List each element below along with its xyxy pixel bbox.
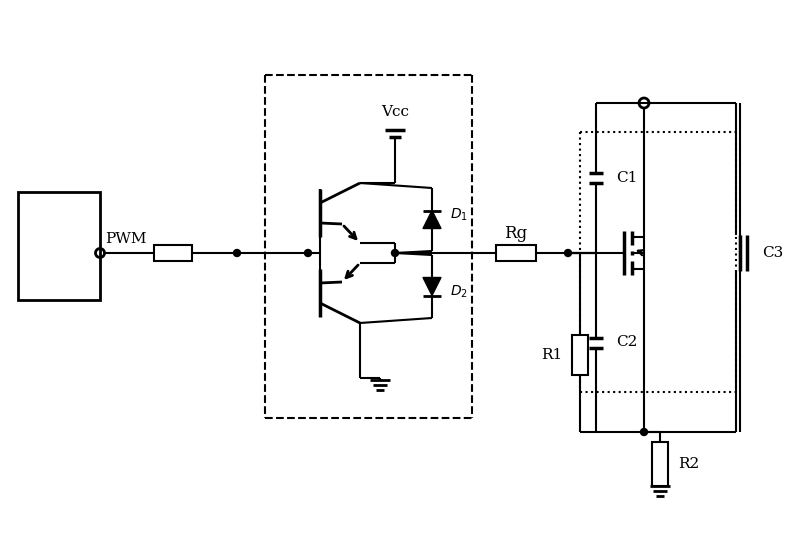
Text: IC: IC — [46, 235, 71, 257]
Bar — [495, 245, 536, 261]
Circle shape — [233, 250, 240, 257]
Text: PWM: PWM — [105, 232, 147, 246]
Bar — [154, 245, 192, 261]
Bar — [419, 500, 803, 551]
Circle shape — [640, 429, 646, 435]
Text: Vcc: Vcc — [381, 105, 409, 119]
Text: R2: R2 — [677, 457, 699, 471]
Text: C3: C3 — [761, 246, 782, 260]
Text: $D_2$: $D_2$ — [450, 283, 467, 300]
Text: C1: C1 — [615, 171, 637, 185]
Circle shape — [564, 250, 571, 257]
Text: $D_1$: $D_1$ — [450, 206, 467, 223]
Circle shape — [304, 250, 311, 257]
Text: Rg: Rg — [503, 224, 527, 241]
Bar — [18, 192, 100, 300]
Text: C2: C2 — [615, 336, 637, 349]
Bar — [571, 335, 587, 375]
Text: R1: R1 — [540, 348, 561, 362]
Circle shape — [391, 250, 398, 257]
Polygon shape — [422, 278, 441, 295]
Polygon shape — [422, 210, 441, 229]
Bar — [651, 442, 667, 486]
